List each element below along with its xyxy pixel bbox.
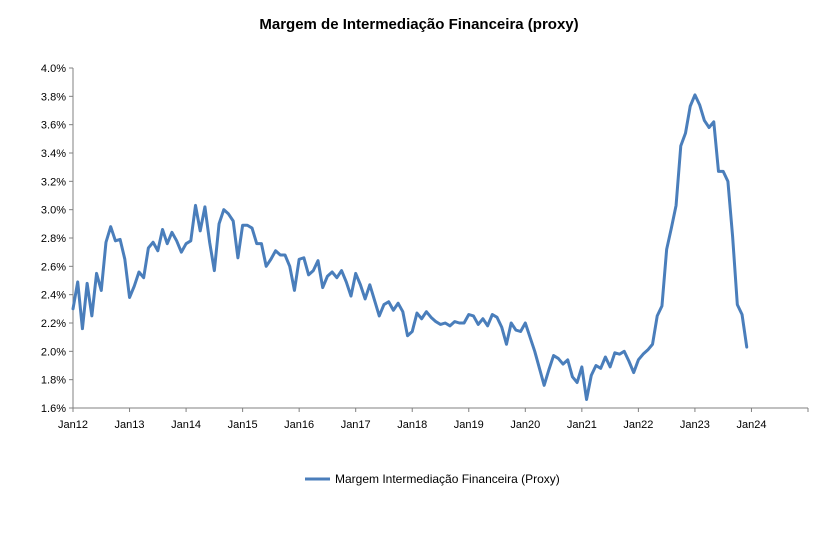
- x-tick-label: Jan18: [397, 419, 427, 431]
- y-tick-label: 3.6%: [41, 120, 66, 132]
- series-layer: [71, 93, 749, 401]
- series-line: [71, 93, 749, 401]
- legend-label: Margem Intermediação Financeira (Proxy): [335, 472, 560, 486]
- y-tick-label: 2.8%: [41, 233, 66, 245]
- x-tick-label: Jan19: [454, 419, 484, 431]
- x-tick-label: Jan20: [510, 419, 540, 431]
- x-tick-label: Jan13: [115, 419, 145, 431]
- x-tick-label: Jan24: [736, 419, 766, 431]
- y-tick-label: 2.2%: [41, 318, 66, 330]
- y-axis-ticks: 1.6% 1.8% 2.0% 2.2% 2.4% 2.6% 2.8% 3.0% 3.2% 3.4%…: [41, 63, 73, 415]
- x-axis-ticks: Jan12 Jan13 Jan14 Jan15 Jan16 Jan17 Jan18 Jan19…: [58, 408, 809, 431]
- y-tick-label: 3.0%: [41, 205, 66, 217]
- y-tick-label: 3.4%: [41, 148, 66, 160]
- y-tick-label: 2.0%: [41, 346, 66, 358]
- x-tick-label: Jan17: [341, 419, 371, 431]
- axes: [72, 68, 808, 409]
- y-tick-label: 2.4%: [41, 290, 66, 302]
- chart-title: Margem de Intermediação Financeira (prox…: [259, 16, 579, 33]
- y-tick-label: 2.6%: [41, 261, 66, 273]
- y-tick-label: 1.6%: [41, 403, 66, 415]
- x-tick-label: Jan16: [284, 419, 314, 431]
- x-tick-label: Jan14: [171, 419, 201, 431]
- y-tick-label: 1.8%: [41, 375, 66, 387]
- x-tick-label: Jan15: [228, 419, 258, 431]
- y-tick-label: 4.0%: [41, 63, 66, 75]
- legend: Margem Intermediação Financeira (Proxy): [305, 472, 560, 486]
- x-tick-label: Jan12: [58, 419, 88, 431]
- x-tick-label: Jan21: [567, 419, 597, 431]
- y-tick-label: 3.8%: [41, 91, 66, 103]
- y-tick-label: 3.2%: [41, 176, 66, 188]
- x-tick-label: Jan23: [680, 419, 710, 431]
- x-tick-label: Jan22: [623, 419, 653, 431]
